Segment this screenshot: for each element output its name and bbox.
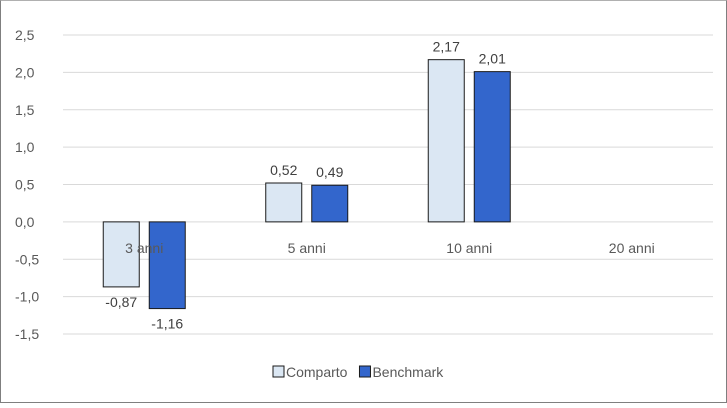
legend-label-comparto: Comparto <box>286 364 348 380</box>
data-label: -0,87 <box>105 294 137 310</box>
category-label: 20 anni <box>609 240 655 256</box>
y-tick-label: -1,5 <box>15 326 39 342</box>
legend-swatch-comparto <box>272 365 285 378</box>
y-tick-label: -0,5 <box>15 251 39 267</box>
data-labels: -0,87 -1,16 0,52 0,49 2,17 2,01 <box>105 39 506 332</box>
data-label: 2,17 <box>433 39 460 55</box>
bar-comparto-2 <box>427 59 465 223</box>
category-label: 5 anni <box>288 240 326 256</box>
data-label: 0,52 <box>270 162 297 178</box>
y-tick-label: 1,5 <box>15 102 35 118</box>
legend-swatch-benchmark <box>358 365 371 378</box>
legend-label-benchmark: Benchmark <box>372 364 444 380</box>
data-label: 0,49 <box>316 164 343 180</box>
bar-benchmark-0 <box>148 221 186 310</box>
legend: Comparto Benchmark <box>272 364 444 380</box>
bar-comparto-1 <box>265 182 303 223</box>
y-tick-label: 0,0 <box>15 214 35 230</box>
data-label: 2,01 <box>479 51 506 67</box>
bar-benchmark-1 <box>311 184 349 223</box>
y-tick-label: 0,5 <box>15 177 35 193</box>
category-label: 3 anni <box>125 240 163 256</box>
y-axis-ticks: 2,5 2,0 1,5 1,0 0,5 0,0 -0,5 -1,0 -1,5 <box>15 27 39 342</box>
category-labels: 3 anni 5 anni 10 anni 20 anni <box>125 240 655 256</box>
y-tick-label: 2,0 <box>15 64 35 80</box>
data-label: -1,16 <box>151 316 183 332</box>
bars <box>102 59 511 310</box>
bar-benchmark-2 <box>473 71 511 223</box>
y-tick-label: -1,0 <box>15 289 39 305</box>
y-tick-label: 1,0 <box>15 139 35 155</box>
category-label: 10 anni <box>446 240 492 256</box>
bar-comparto-0 <box>102 221 140 288</box>
y-tick-label: 2,5 <box>15 27 35 43</box>
